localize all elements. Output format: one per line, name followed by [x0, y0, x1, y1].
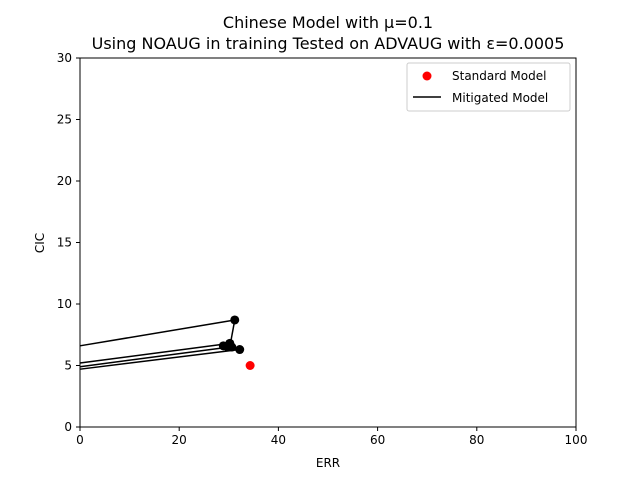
- mitigated-line-segment-0: [79, 319, 235, 347]
- standard-point-0: [245, 361, 255, 370]
- x-tick-label-100: 100: [565, 433, 588, 447]
- y-tick-label-25: 25: [57, 113, 72, 127]
- y-tick-label-20: 20: [57, 174, 72, 188]
- legend-label-standard: Standard Model: [452, 69, 546, 83]
- chart-subtitle: Using NOAUG in training Tested on ADVAUG…: [92, 34, 565, 53]
- mitigated-point-0: [230, 315, 240, 325]
- y-tick-label-0: 0: [64, 420, 72, 434]
- x-tick-label-80: 80: [469, 433, 484, 447]
- mitigated-line-segment-6: [79, 348, 240, 370]
- y-tick-label-15: 15: [57, 236, 72, 250]
- mitigated-line-segment-2: [79, 342, 230, 364]
- x-axis-label: ERR: [316, 456, 340, 470]
- x-axis-ticks: 0 20 40 60 80 100: [76, 427, 587, 447]
- legend-marker-standard: [422, 71, 432, 81]
- y-tick-label-5: 5: [64, 359, 72, 373]
- mitigated-point-5: [235, 345, 245, 355]
- x-tick-label-60: 60: [370, 433, 385, 447]
- mitigated-point-4: [227, 342, 237, 352]
- y-tick-label-30: 30: [57, 51, 72, 65]
- y-tick-label-10: 10: [57, 297, 72, 311]
- mitigated-line-segment-4: [79, 346, 230, 368]
- legend-label-mitigated: Mitigated Model: [452, 91, 548, 105]
- legend: Standard Model Mitigated Model: [406, 62, 571, 112]
- y-axis-ticks: 0 5 10 15 20 25 30: [57, 51, 80, 434]
- y-axis-label: CIC: [33, 233, 47, 253]
- chart-title: Chinese Model with μ=0.1: [223, 13, 433, 32]
- legend-frame: [406, 62, 571, 112]
- x-tick-label-20: 20: [172, 433, 187, 447]
- x-tick-label-40: 40: [271, 433, 286, 447]
- x-tick-label-0: 0: [76, 433, 84, 447]
